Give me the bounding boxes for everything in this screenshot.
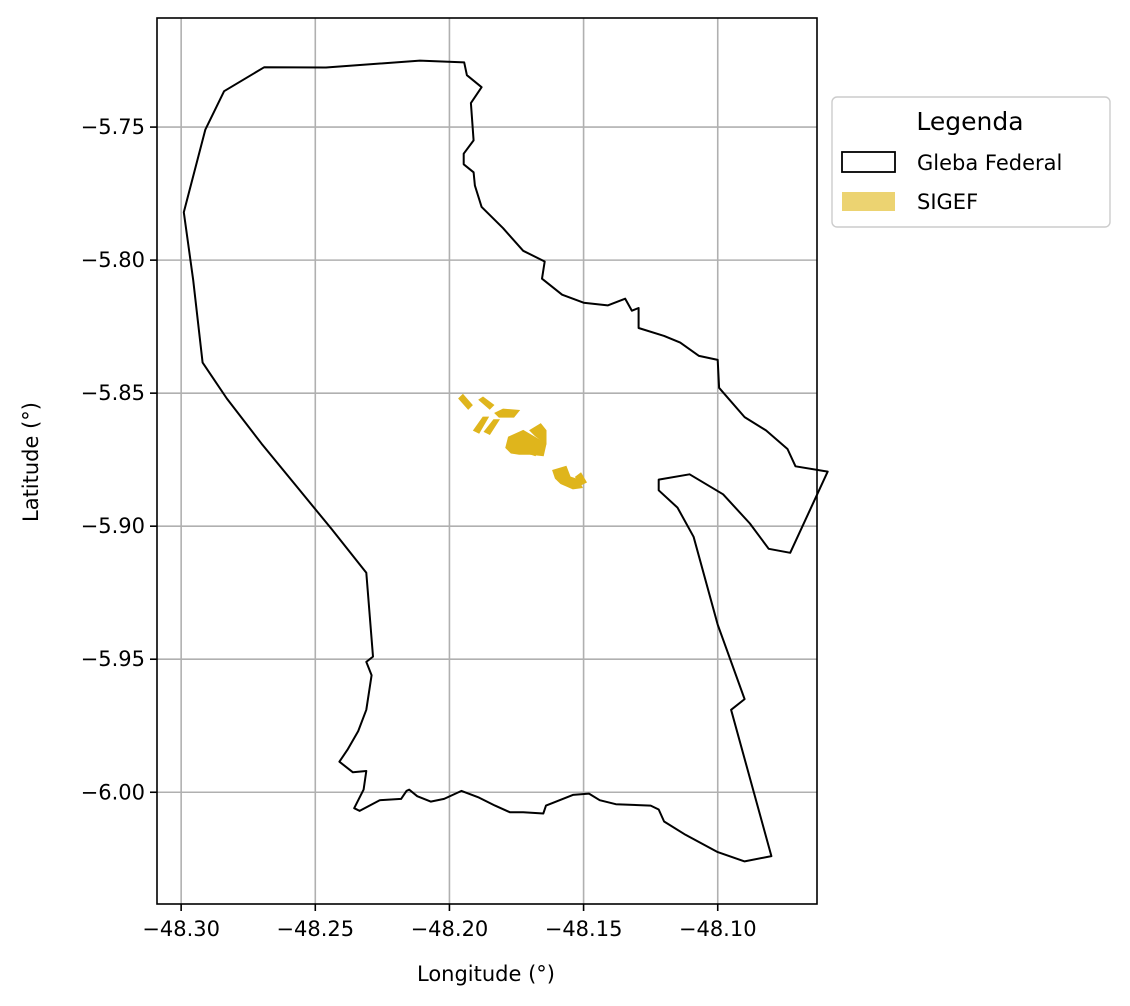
sigef-parcel <box>478 396 495 410</box>
legend-label-sigef: SIGEF <box>917 190 978 214</box>
y-axis-label: Latitude (°) <box>19 402 43 522</box>
y-tick-label: −5.75 <box>81 115 145 139</box>
sigef-parcel <box>529 423 547 445</box>
legend-label-gleba-federal: Gleba Federal <box>917 151 1062 175</box>
sigef-parcel <box>552 465 583 490</box>
y-tick-label: −5.90 <box>81 514 145 538</box>
map-layers <box>182 59 829 863</box>
plot-frame <box>156 17 818 905</box>
sigef-parcel <box>494 408 521 418</box>
x-tick-label: −48.15 <box>545 917 623 941</box>
grid-lines <box>157 18 817 904</box>
gleba-federal-boundary <box>182 59 829 863</box>
x-axis-label: Longitude (°) <box>417 962 555 986</box>
sigef-parcel <box>472 416 490 434</box>
sigef-parcel <box>526 444 542 457</box>
x-tick-label: −48.20 <box>411 917 489 941</box>
x-tick-label: −48.10 <box>679 917 757 941</box>
x-tick-label: −48.30 <box>142 917 220 941</box>
sigef-parcel <box>483 419 501 436</box>
legend-title: Legenda <box>916 107 1023 136</box>
y-tick-label: −5.95 <box>81 647 145 671</box>
axis-ticks: −48.30 −48.25 −48.20 −48.15 −48.10 −5.75 −5.80… <box>81 115 757 941</box>
y-tick-label: −6.00 <box>81 780 145 804</box>
legend: Legenda Gleba Federal SIGEF <box>831 96 1111 228</box>
y-tick-label: −5.85 <box>81 381 145 405</box>
legend-box <box>831 96 1111 228</box>
sigef-parcel <box>574 472 588 486</box>
x-tick-label: −48.25 <box>276 917 354 941</box>
y-tick-label: −5.80 <box>81 248 145 272</box>
legend-swatch-sigef <box>842 192 895 211</box>
sigef-parcel <box>458 393 473 410</box>
legend-swatch-gleba-federal <box>841 151 896 173</box>
